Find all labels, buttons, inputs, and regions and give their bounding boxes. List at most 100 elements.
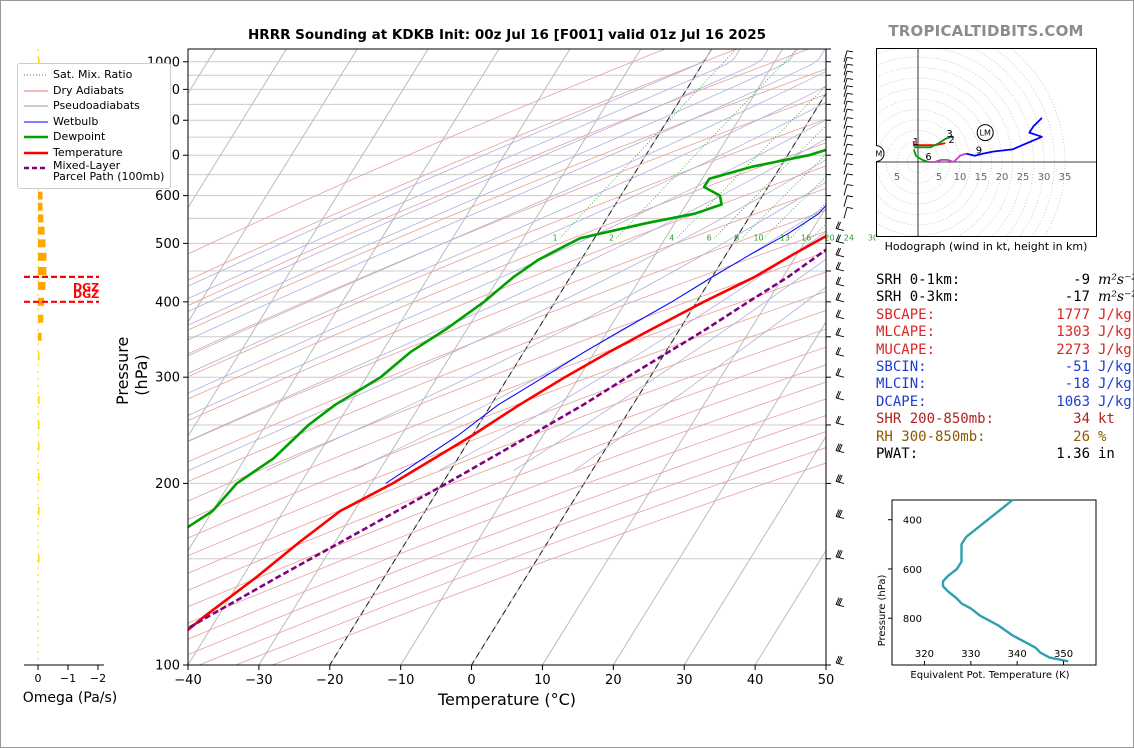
legend-label: Sat. Mix. Ratio: [53, 68, 133, 81]
hodograph-height-label: 9: [976, 146, 982, 157]
hodograph-plot-area: [877, 49, 1096, 236]
wind-barb-flag: [846, 100, 854, 103]
mixing-ratio-line: [741, 153, 826, 239]
mixing-ratio-label: 30: [868, 233, 876, 242]
wind-barb-flag: [846, 63, 854, 66]
omega-bar: [38, 314, 44, 323]
wind-barb-flag: [838, 550, 843, 558]
legend-swatch: [24, 74, 48, 76]
stat-unit: in: [1098, 445, 1115, 462]
dry-adiabat-line: [188, 187, 826, 442]
wind-barb-flag: [846, 134, 854, 137]
omega-bar: [38, 332, 42, 341]
wind-barb-flag: [838, 444, 843, 452]
mixing-ratio-label: 13: [780, 233, 790, 242]
wind-barb-flag: [846, 195, 854, 198]
wind-barb: [835, 299, 845, 303]
wind-barb-flag: [837, 597, 842, 606]
hodograph-trace: [928, 152, 967, 163]
mixing-ratio-label: 24: [844, 233, 854, 242]
isotherm-highlight-line: [329, 49, 713, 665]
wind-barb: [843, 93, 848, 105]
omega-bar: [38, 442, 40, 451]
hodograph-height-label: 2: [948, 135, 954, 146]
legend-swatch: [24, 135, 48, 139]
omega-bar: [38, 266, 47, 275]
wind-barb: [835, 334, 845, 338]
wind-barb: [843, 207, 848, 219]
skewt-x-axis-label: Temperature (°C): [437, 690, 577, 709]
omega-bar: [38, 191, 43, 200]
pseudoadiabat-line: [265, 181, 826, 471]
wind-barb-flag: [835, 292, 840, 301]
omega-x-tick-label: −2: [90, 672, 106, 685]
omega-bar: [38, 252, 47, 261]
pseudoadiabat-line: [188, 71, 826, 357]
wind-barb-flag: [838, 510, 843, 518]
wind-barb-flag: [835, 415, 840, 424]
theta-e-x-tick-label: 330: [961, 649, 980, 660]
omega-bar: [38, 226, 45, 235]
isotherm-line: [683, 435, 826, 665]
hodograph-ring-label: 20: [996, 172, 1009, 183]
hodograph-height-label: 1: [913, 137, 919, 148]
wind-barb-flag: [837, 656, 842, 664]
stat-label: SBCIN:: [876, 358, 927, 375]
wind-barb: [843, 101, 848, 113]
hodograph-caption: Hodograph (wind in kt, height in km): [884, 240, 1088, 253]
hodograph-chart: 5 5 10 15 20 25 30 35 LM RM 1 23 6 9: [876, 48, 1097, 237]
pseudoadiabat-line: [439, 231, 826, 471]
mixing-ratio-line: [835, 49, 876, 238]
stat-label: MUCAPE:: [876, 341, 936, 358]
isotherm-line: [754, 549, 826, 665]
stat-unit: m²s⁻²: [1098, 289, 1134, 306]
x-tick-label: 10: [534, 673, 551, 688]
hodograph-height-label: 3: [946, 129, 952, 140]
mixing-ratio-label: 1: [553, 233, 558, 242]
stat-value: 1063: [1056, 393, 1090, 410]
legend-label: Pseudoadiabats: [53, 99, 140, 112]
dry-adiabat-line: [188, 118, 826, 378]
hodograph-ring-label: 5: [936, 172, 942, 183]
wind-barb-flag: [846, 108, 854, 111]
isotherm-line: [188, 49, 500, 552]
dry-adiabat-line: [188, 94, 826, 355]
dry-adiabat-line: [188, 49, 809, 307]
mixing-ratio-label: 10: [753, 233, 763, 242]
theta-e-x-tick-label: 340: [1008, 649, 1027, 660]
stat-value: 2273: [1056, 341, 1090, 358]
wind-barb-flag: [835, 327, 840, 335]
wind-barb-flag: [837, 416, 842, 424]
omega-bar: [38, 554, 40, 563]
isotherm-line: [612, 321, 826, 665]
wind-barb-flag: [837, 550, 842, 558]
wind-barb: [835, 480, 845, 484]
wind-barb-flag: [835, 368, 840, 376]
wind-barb-flag: [837, 391, 842, 399]
wind-barb-flag: [837, 347, 842, 355]
wind-barb-flag: [835, 443, 840, 451]
y-tick-label: 500: [155, 237, 180, 252]
pseudoadiabat-line: [188, 159, 826, 471]
omega-bar: [38, 297, 44, 306]
wind-barb: [835, 604, 845, 607]
wind-barb-flag: [846, 153, 854, 156]
wind-barb-flag: [846, 125, 854, 128]
pseudoadiabat-line: [574, 286, 826, 471]
stat-unit: J/kg: [1098, 376, 1132, 393]
dry-adiabat-line: [188, 310, 826, 557]
mixing-ratio-line: [616, 49, 798, 239]
pseudoadiabat-line: [188, 101, 826, 394]
pseudoadiabat-line: [188, 49, 741, 300]
omega-bar: [38, 352, 40, 361]
mixing-ratio-label: 16: [801, 233, 811, 242]
brand-watermark: TROPICALTIDBITS.COM: [888, 22, 1084, 40]
wind-barb: [843, 109, 848, 121]
wind-barb: [835, 228, 845, 232]
stat-value: 1303: [1056, 324, 1090, 341]
mixing-ratio-label: 20: [824, 233, 834, 242]
mixing-ratio-line: [714, 125, 826, 239]
wind-barb-flag: [835, 597, 840, 605]
legend-label: Dry Adiabats: [53, 83, 124, 97]
stat-label: SHR 200-850mb:: [876, 411, 995, 428]
